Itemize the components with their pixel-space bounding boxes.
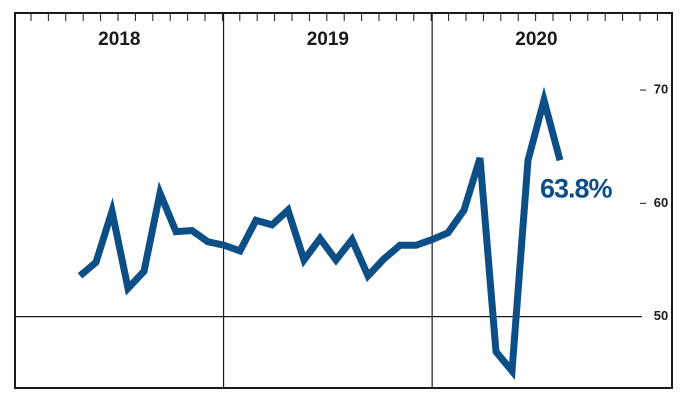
end-label: 63.8%: [540, 173, 613, 203]
y-tick-label: 70: [654, 81, 668, 96]
year-label: 2019: [307, 29, 349, 50]
year-label: 2020: [515, 29, 557, 50]
year-label: 2018: [98, 29, 140, 50]
y-tick-label: 60: [654, 195, 668, 210]
line: [77, 86, 564, 380]
y-tick-label: 50: [654, 308, 668, 323]
frame: [14, 12, 673, 389]
